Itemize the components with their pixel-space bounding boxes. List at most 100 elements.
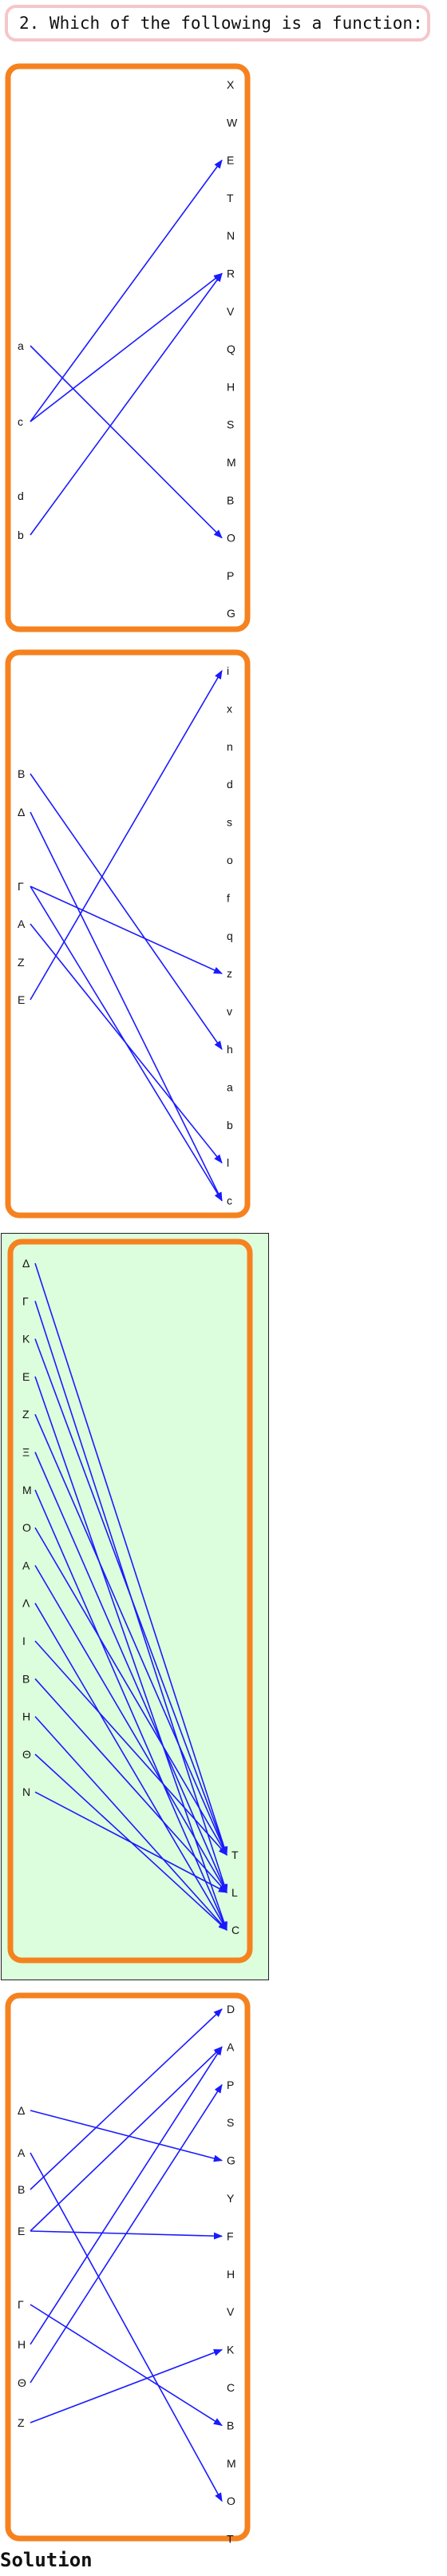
codomain-label: C: [231, 1924, 239, 1936]
mapping-arrow: [30, 811, 223, 1202]
question-text: 2. Which of the following is a function:: [19, 14, 423, 33]
codomain-label: i: [227, 664, 229, 677]
option-3[interactable]: Δ Γ K E Z Ξ M O A Λ I B H Θ N T L C: [0, 1238, 263, 1972]
codomain-label: x: [227, 702, 232, 715]
domain-label: K: [22, 1333, 30, 1345]
codomain-label: l: [227, 1156, 229, 1169]
codomain-label: W: [227, 116, 238, 129]
mapping-arrow: [30, 272, 223, 422]
domain-label: E: [18, 2225, 25, 2237]
codomain-label: O: [227, 2495, 235, 2507]
codomain-label: G: [227, 607, 235, 620]
domain-label: M: [22, 1484, 32, 1496]
mapping-arrow: [34, 1262, 228, 1857]
codomain-label: P: [227, 2079, 234, 2091]
domain-label: B: [22, 1672, 30, 1685]
domain-label: Γ: [18, 2298, 24, 2311]
codomain-label: R: [227, 268, 235, 280]
codomain-label: X: [227, 78, 235, 91]
mapping-arrow: [30, 2046, 223, 2345]
codomain-label: T: [227, 192, 234, 204]
mapping-arrow: [30, 2110, 224, 2162]
mapping-arrow: [30, 345, 223, 539]
codomain-label: B: [227, 493, 234, 506]
codomain-label: h: [227, 1043, 233, 1056]
codomain-label: c: [227, 1195, 232, 1207]
domain-label: Θ: [22, 1748, 31, 1761]
codomain-label: E: [227, 154, 234, 167]
mapping-arrow: [30, 2083, 223, 2384]
mapping-arrow: [30, 670, 223, 1001]
domain-label: A: [22, 1559, 30, 1571]
mapping-arrow: [34, 1413, 227, 1857]
codomain-label: L: [231, 1886, 238, 1899]
domain-label: c: [18, 415, 23, 428]
mapping-arrow: [30, 773, 223, 1050]
codomain-label: f: [227, 891, 230, 904]
option-1-diagram: a c d b X W E T N R V Q H S M B O P G: [5, 63, 251, 632]
codomain-label: C: [227, 2381, 235, 2394]
option-4[interactable]: Δ A B E Γ H Θ Z D A P S G Y F H V K C B M O T: [0, 1991, 263, 2546]
domain-label: B: [18, 2183, 25, 2196]
mapping-arrow: [30, 272, 223, 536]
domain-label: Δ: [18, 806, 25, 818]
option-4-frame: [5, 1992, 251, 2542]
domain-label: Λ: [22, 1597, 30, 1610]
mapping-arrow: [34, 1338, 227, 1857]
option-3-diagram: Δ Γ K E Z Ξ M O A Λ I B H Θ N T L C: [7, 1238, 253, 1964]
option-1[interactable]: a c d b X W E T N R V Q H S M B O P G: [0, 62, 263, 637]
domain-label: Ξ: [22, 1446, 30, 1459]
option-2-frame: [5, 649, 251, 1219]
codomain-label: H: [227, 2268, 235, 2281]
domain-label: a: [18, 339, 24, 352]
codomain-label: Y: [227, 2192, 235, 2205]
domain-label: Θ: [18, 2376, 26, 2389]
domain-label: Δ: [22, 1257, 30, 1270]
domain-label: Γ: [18, 880, 24, 893]
mapping-arrow: [34, 1716, 227, 1931]
domain-label: Z: [18, 2416, 25, 2429]
codomain-label: A: [227, 2040, 235, 2053]
codomain-label: N: [227, 229, 235, 242]
domain-label: A: [18, 2146, 26, 2159]
codomain-label: a: [227, 1080, 233, 1093]
domain-label: H: [18, 2338, 26, 2351]
codomain-label: o: [227, 854, 233, 866]
codomain-label: q: [227, 929, 233, 942]
mapping-arrow: [30, 886, 224, 974]
codomain-label: K: [227, 2344, 235, 2356]
domain-label: Z: [18, 956, 25, 969]
domain-label: E: [18, 993, 25, 1006]
mapping-arrow: [30, 2152, 223, 2503]
mapping-arrow: [34, 1527, 227, 1856]
domain-label: Z: [22, 1408, 30, 1421]
codomain-label: v: [227, 1005, 232, 1018]
codomain-label: P: [227, 569, 234, 582]
codomain-label: V: [227, 305, 235, 318]
codomain-label: d: [227, 778, 233, 791]
domain-label: N: [22, 1785, 30, 1798]
codomain-label: F: [227, 2229, 234, 2242]
codomain-label: s: [227, 816, 232, 829]
codomain-label: z: [227, 967, 232, 980]
codomain-label: S: [227, 2116, 234, 2129]
mapping-arrow: [30, 2046, 223, 2232]
mapping-arrow: [30, 159, 223, 422]
option-2-diagram: B Δ Γ A Z Ei x n d s o f q z v h a b l c: [5, 649, 251, 1219]
mapping-arrow: [30, 2008, 223, 2190]
mapping-arrow: [30, 923, 223, 1164]
domain-label: O: [22, 1521, 31, 1534]
codomain-label: S: [227, 418, 234, 431]
codomain-label: T: [227, 2533, 234, 2546]
codomain-label: Q: [227, 343, 235, 355]
codomain-label: D: [227, 2003, 235, 2015]
mapping-arrow: [34, 1791, 227, 1893]
codomain-label: M: [227, 456, 236, 469]
mapping-arrow: [34, 1640, 227, 1856]
codomain-label: V: [227, 2305, 235, 2318]
question-box: 2. Which of the following is a function:: [5, 5, 430, 42]
solution-label: Solution: [0, 2549, 93, 2571]
mapping-arrow: [34, 1678, 227, 1893]
codomain-label: T: [231, 1849, 239, 1861]
